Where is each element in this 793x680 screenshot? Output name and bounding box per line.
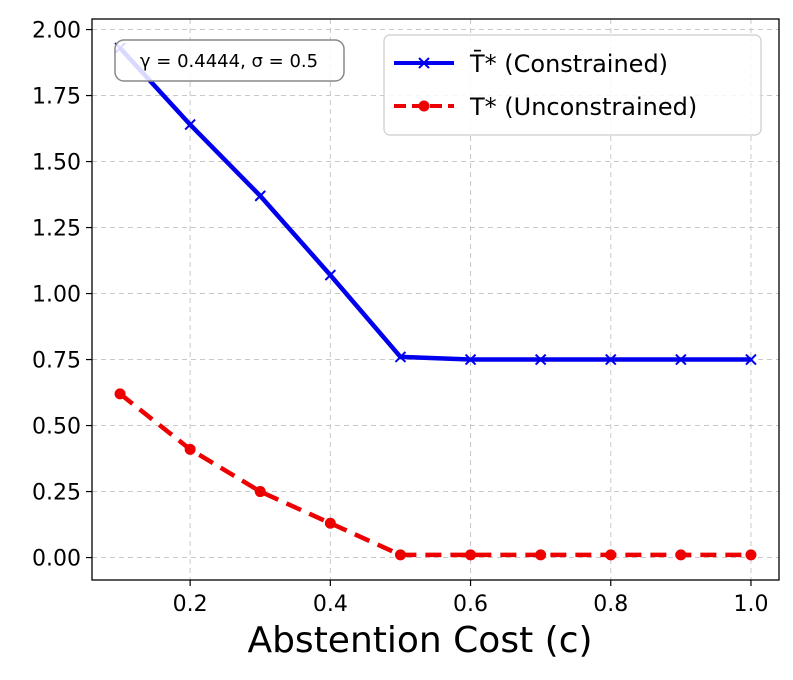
legend-marker-x (418, 57, 430, 69)
series-line (118, 46, 751, 362)
legend-box (383, 34, 762, 136)
annotation-box (114, 39, 345, 82)
data-point-x-marker (745, 353, 757, 366)
x-tick-label: 0.4 (313, 592, 348, 617)
legend-label-unconstrained: T* (Unconstrained) (469, 93, 697, 121)
y-tick-label: 0.00 (32, 547, 81, 572)
legend-label-constrained: T̄* (Constrained) (469, 49, 668, 78)
parameter-annotation: γ = 0.4444, σ = 0.5 (114, 39, 345, 82)
data-point-circle-marker (184, 443, 196, 455)
data-point-x-marker (605, 353, 617, 366)
plot-frame (91, 18, 780, 581)
data-point-x-marker (534, 353, 547, 366)
x-tick-label: 0.8 (593, 592, 628, 617)
data-point-x-marker (464, 353, 477, 366)
y-tick-label: 0.75 (32, 349, 81, 374)
data-point-x-marker (675, 353, 687, 366)
data-point-circle-marker (605, 549, 617, 561)
y-tick-label: 1.00 (32, 283, 81, 308)
legend-entry-unconstrained: T* (Unconstrained) (394, 93, 697, 121)
legend-entry-constrained: T̄* (Constrained) (394, 49, 668, 78)
legend-marker-circle (418, 100, 430, 112)
y-tick-label: 2.00 (32, 19, 81, 44)
y-tick-label: 1.75 (32, 85, 81, 110)
x-tick-label: 0.6 (453, 592, 488, 617)
data-point-circle-marker (535, 549, 547, 561)
x-tick-label: 0.2 (173, 592, 208, 617)
data-point-circle-marker (114, 388, 126, 400)
y-tick-label: 1.50 (32, 151, 81, 176)
data-point-circle-marker (745, 549, 757, 561)
y-tick-label: 1.25 (32, 217, 81, 242)
axis-ticks: 0.2 0.4 0.6 0.8 1.0 0.00 0.25 0.50 0.75 1.00 1.25 1… (32, 19, 768, 617)
data-point-circle-marker (675, 549, 687, 561)
x-tick-label: 1.0 (733, 592, 768, 617)
series-unconstrained (114, 388, 757, 561)
data-point-circle-marker (394, 549, 406, 561)
data-point-circle-marker (465, 549, 477, 561)
annotation-text: γ = 0.4444, σ = 0.5 (140, 51, 318, 72)
series-line (118, 392, 751, 558)
data-point-circle-marker (324, 517, 336, 529)
legend: T̄* (Constrained) T* (Unconstrained) (383, 34, 762, 136)
series-layer (114, 42, 757, 561)
y-tick-label: 0.50 (32, 415, 81, 440)
data-point-x-marker (324, 269, 337, 281)
x-axis-label: Abstention Cost (c) (247, 620, 592, 661)
series-constrained (114, 42, 757, 366)
data-point-x-marker (254, 190, 266, 202)
data-point-x-marker (394, 351, 407, 363)
data-point-circle-marker (254, 486, 266, 498)
y-tick-label: 0.25 (32, 481, 81, 506)
data-point-x-marker (184, 118, 196, 131)
